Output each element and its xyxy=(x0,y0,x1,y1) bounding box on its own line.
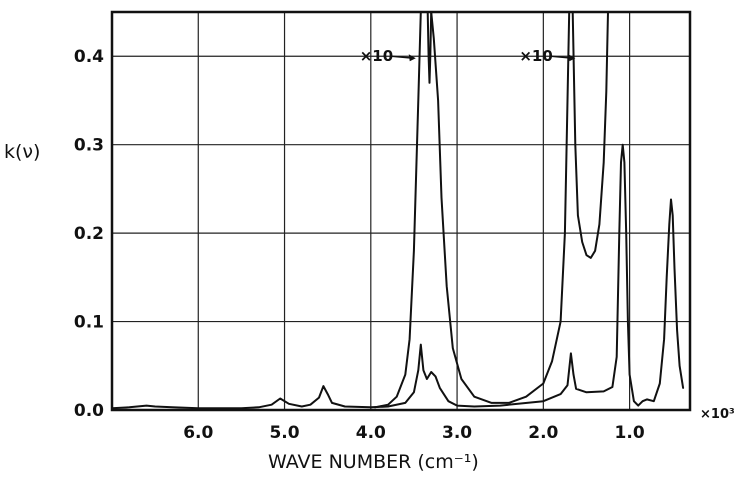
x-tick-label: 3.0 xyxy=(442,423,472,443)
y-tick-label: 0.4 xyxy=(74,47,104,67)
annotation-label: ×10 xyxy=(360,47,393,65)
annotations: ×10 ×10 xyxy=(360,47,576,65)
x-axis-label: WAVE NUMBER (cm⁻¹) xyxy=(268,451,479,473)
y-axis-label: k(ν) xyxy=(4,141,40,163)
y-tick-label: 0.0 xyxy=(74,401,104,421)
series-line-4 xyxy=(426,11,433,84)
series-layer xyxy=(111,11,685,410)
series-line-1 xyxy=(111,143,685,410)
arrowhead-icon xyxy=(568,54,576,62)
y-tick-label: 0.2 xyxy=(74,224,104,244)
y-tick-label: 0.3 xyxy=(74,136,104,156)
x-tick-label: 6.0 xyxy=(183,423,213,443)
x-tick-label: 4.0 xyxy=(356,423,386,443)
grid-lines xyxy=(112,12,690,410)
annotation-label: ×10 xyxy=(519,47,552,65)
x-tick-label: 5.0 xyxy=(269,423,299,443)
x-tick-label: 2.0 xyxy=(528,423,558,443)
plot-frame xyxy=(110,10,692,412)
ticks: 6.0 5.0 4.0 3.0 2.0 1.0 0.0 0.1 0.2 0.3 0.4 xyxy=(74,47,645,443)
arrowhead-icon xyxy=(408,54,416,62)
series-line-2 xyxy=(374,11,571,409)
x-axis-multiplier: ×10³ xyxy=(700,407,735,422)
y-tick-label: 0.1 xyxy=(74,313,104,333)
x-tick-label: 1.0 xyxy=(615,423,645,443)
series-line-3 xyxy=(571,11,609,259)
